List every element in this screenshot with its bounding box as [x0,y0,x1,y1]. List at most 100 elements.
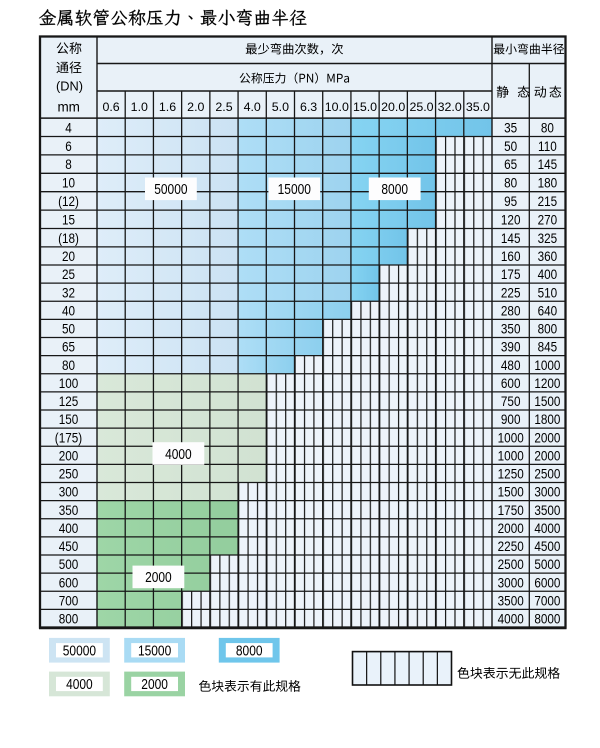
svg-text:150: 150 [59,411,79,427]
svg-text:700: 700 [59,592,79,608]
svg-text:120: 120 [501,211,521,227]
svg-text:225: 225 [501,284,521,300]
svg-text:8000: 8000 [381,181,408,197]
svg-text:2250: 2250 [498,538,524,554]
svg-text:(18): (18) [58,230,79,246]
svg-text:(DN): (DN) [56,79,83,94]
svg-text:(175): (175) [55,429,82,445]
svg-text:10.0: 10.0 [325,100,349,114]
svg-text:360: 360 [538,248,558,264]
svg-text:450: 450 [59,538,79,554]
svg-text:640: 640 [538,302,558,318]
svg-text:4000: 4000 [66,676,93,692]
svg-text:4500: 4500 [534,538,560,554]
svg-text:845: 845 [538,339,558,355]
svg-text:280: 280 [501,302,521,318]
svg-text:7000: 7000 [534,592,560,608]
svg-text:1500: 1500 [498,484,524,500]
svg-text:3500: 3500 [498,592,524,608]
svg-text:8000: 8000 [534,611,560,627]
svg-text:175: 175 [501,266,521,282]
svg-text:5.0: 5.0 [272,100,289,114]
svg-text:6.3: 6.3 [300,100,317,114]
svg-text:510: 510 [538,284,558,300]
svg-text:3500: 3500 [534,502,560,518]
svg-text:200: 200 [59,447,79,463]
svg-text:80: 80 [541,119,554,135]
svg-text:1500: 1500 [534,393,560,409]
svg-text:4: 4 [65,119,72,135]
svg-text:250: 250 [59,466,79,482]
svg-text:1200: 1200 [534,375,560,391]
svg-text:4000: 4000 [534,520,560,536]
svg-text:1250: 1250 [498,466,524,482]
svg-text:300: 300 [59,484,79,500]
svg-text:1.0: 1.0 [131,100,148,114]
svg-text:3000: 3000 [498,574,524,590]
svg-text:180: 180 [538,175,558,191]
svg-text:20.0: 20.0 [381,100,405,114]
svg-text:160: 160 [501,248,521,264]
svg-text:8000: 8000 [236,642,263,658]
svg-text:4000: 4000 [498,611,524,627]
svg-text:35.0: 35.0 [466,100,490,114]
svg-text:80: 80 [62,357,75,373]
svg-text:32.0: 32.0 [438,100,462,114]
svg-text:15000: 15000 [138,642,171,658]
svg-text:1000: 1000 [498,429,524,445]
svg-text:1000: 1000 [534,357,560,373]
svg-text:2500: 2500 [498,556,524,572]
svg-text:2000: 2000 [145,569,172,585]
svg-text:50000: 50000 [154,181,187,197]
svg-text:600: 600 [501,375,521,391]
svg-text:1750: 1750 [498,502,524,518]
svg-text:600: 600 [59,574,79,590]
svg-text:80: 80 [504,175,517,191]
svg-text:350: 350 [59,502,79,518]
svg-text:4.0: 4.0 [244,100,261,114]
svg-text:400: 400 [59,520,79,536]
svg-text:0.6: 0.6 [102,100,119,114]
svg-text:95: 95 [504,193,517,209]
svg-text:10: 10 [62,175,75,191]
svg-text:40: 40 [62,302,75,318]
svg-text:125: 125 [59,393,79,409]
svg-text:800: 800 [538,321,558,337]
svg-text:4000: 4000 [165,446,192,462]
svg-text:50000: 50000 [63,642,96,658]
svg-text:50: 50 [62,321,75,337]
svg-text:8: 8 [65,156,72,172]
svg-text:6: 6 [65,138,72,154]
svg-text:480: 480 [501,357,521,373]
svg-text:2500: 2500 [534,466,560,482]
svg-text:800: 800 [59,611,79,627]
svg-text:110: 110 [538,138,557,154]
svg-text:6000: 6000 [534,574,560,590]
svg-text:145: 145 [538,156,558,172]
svg-text:215: 215 [538,193,558,209]
svg-text:(12): (12) [58,193,79,209]
svg-text:270: 270 [538,211,558,227]
svg-text:145: 145 [501,230,521,246]
svg-text:400: 400 [538,266,558,282]
svg-text:750: 750 [501,393,521,409]
svg-text:325: 325 [538,230,558,246]
svg-text:2.5: 2.5 [215,100,232,114]
svg-text:20: 20 [62,248,75,264]
svg-text:1800: 1800 [534,411,560,427]
svg-text:mm: mm [57,100,80,115]
svg-text:15.0: 15.0 [353,100,377,114]
svg-text:2000: 2000 [498,520,524,536]
svg-text:2.0: 2.0 [187,100,204,114]
svg-text:65: 65 [62,339,75,355]
svg-text:5000: 5000 [534,556,560,572]
svg-text:15000: 15000 [278,181,311,197]
svg-text:1.6: 1.6 [159,100,176,114]
svg-text:390: 390 [501,339,521,355]
svg-text:15: 15 [62,211,75,227]
svg-text:35: 35 [504,119,517,135]
svg-text:25: 25 [62,266,75,282]
svg-text:2000: 2000 [534,447,560,463]
svg-text:32: 32 [62,284,75,300]
svg-text:500: 500 [59,556,79,572]
